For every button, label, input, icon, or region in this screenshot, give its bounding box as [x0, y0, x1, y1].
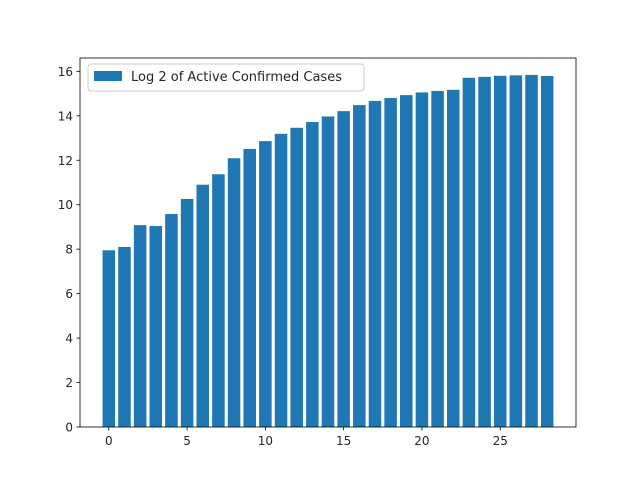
legend-frame — [87, 63, 365, 92]
bar-2 — [133, 225, 147, 427]
bar-0 — [102, 250, 116, 427]
y-tick-label-4: 4 — [65, 332, 73, 346]
legend-label: Log 2 of Active Confirmed Cases — [131, 70, 342, 85]
bar-15 — [337, 111, 350, 427]
legend: Log 2 of Active Confirmed Cases — [87, 63, 365, 92]
bar-11 — [274, 133, 288, 427]
bar-12 — [290, 127, 303, 427]
bar-1 — [118, 246, 131, 427]
y-tick-label-8: 8 — [65, 243, 73, 257]
bar-5 — [180, 198, 194, 427]
x-tick-label-25: 25 — [493, 434, 508, 448]
x-tick-label-5: 5 — [183, 434, 191, 448]
bar-10 — [259, 141, 272, 427]
axes-frame — [79, 57, 577, 428]
bar-24 — [478, 76, 491, 427]
bar-7 — [212, 174, 225, 427]
axes-group: 0 5 10 15 20 25 0 2 4 6 8 10 12 14 16 — [58, 57, 577, 448]
legend-swatch — [94, 71, 122, 81]
y-tick-label-6: 6 — [65, 287, 73, 301]
bar-6 — [196, 184, 210, 427]
y-tick-label-12: 12 — [58, 154, 73, 168]
bar-17 — [368, 100, 382, 428]
bar-22 — [446, 89, 460, 427]
x-tick-label-10: 10 — [258, 434, 273, 448]
bar-13 — [306, 122, 319, 427]
bar-16 — [353, 105, 366, 427]
bar-25 — [493, 75, 507, 427]
bar-26 — [509, 75, 523, 427]
bars-group — [102, 74, 554, 428]
bar-18 — [384, 98, 397, 427]
y-tick-label-0: 0 — [65, 421, 73, 435]
y-tick-label-2: 2 — [65, 376, 73, 390]
y-tick-label-10: 10 — [58, 198, 73, 212]
bar-3 — [149, 226, 163, 427]
bar-9 — [243, 148, 256, 427]
bar-14 — [321, 116, 335, 428]
x-tick-label-0: 0 — [105, 434, 113, 448]
y-tick-label-16: 16 — [58, 65, 73, 79]
bar-4 — [165, 214, 178, 427]
x-tick-label-15: 15 — [336, 434, 351, 448]
bar-23 — [462, 77, 476, 427]
x-tick-label-20: 20 — [414, 434, 429, 448]
bar-19 — [400, 95, 413, 428]
bar-21 — [431, 90, 444, 427]
bar-27 — [525, 74, 538, 427]
bar-8 — [227, 158, 241, 427]
bar-28 — [540, 76, 554, 427]
y-tick-label-14: 14 — [58, 109, 73, 123]
bar-20 — [415, 92, 429, 427]
